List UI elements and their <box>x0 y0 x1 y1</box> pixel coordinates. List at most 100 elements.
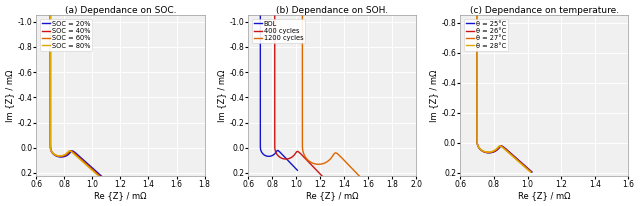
Y-axis label: Im {Z} / mΩ: Im {Z} / mΩ <box>429 69 438 122</box>
1200 cycles <box>329 155 337 157</box>
SOC = 40% <box>66 150 74 153</box>
θ = 27°C <box>527 171 534 173</box>
400 cycles <box>318 175 326 177</box>
1200 cycles <box>299 145 307 148</box>
θ = 25°C <box>496 146 504 148</box>
θ = 27°C <box>495 145 503 148</box>
Line: θ = 25°C: θ = 25°C <box>477 0 532 172</box>
θ = 25°C <box>528 171 536 173</box>
θ = 25°C <box>491 150 499 153</box>
θ = 26°C <box>527 171 535 173</box>
SOC = 20% <box>67 150 75 153</box>
1200 cycles <box>339 158 347 160</box>
BOL <box>257 145 264 148</box>
θ = 25°C <box>474 140 481 143</box>
SOC = 20% <box>97 175 105 177</box>
Line: BOL: BOL <box>260 0 298 170</box>
Line: θ = 28°C: θ = 28°C <box>477 0 531 172</box>
θ = 27°C <box>474 140 481 143</box>
SOC = 20% <box>47 145 54 148</box>
SOC = 60% <box>47 145 54 148</box>
SOC = 80% <box>65 150 72 153</box>
θ = 28°C <box>474 142 481 144</box>
θ = 28°C <box>490 150 497 152</box>
Title: (b) Dependance on SOH.: (b) Dependance on SOH. <box>276 6 388 15</box>
SOC = 60% <box>47 147 54 149</box>
θ = 27°C <box>490 150 498 152</box>
Line: SOC = 40%: SOC = 40% <box>51 0 100 176</box>
BOL <box>294 169 301 172</box>
400 cycles <box>292 151 300 154</box>
Legend: θ = 25°C, θ = 26°C, θ = 27°C, θ = 28°C: θ = 25°C, θ = 26°C, θ = 27°C, θ = 28°C <box>463 19 508 51</box>
SOC = 60% <box>65 150 73 153</box>
SOC = 60% <box>74 156 82 158</box>
Line: SOC = 20%: SOC = 20% <box>51 0 101 176</box>
θ = 27°C <box>505 151 513 153</box>
SOC = 60% <box>61 154 68 157</box>
Y-axis label: Im {Z} / mΩ: Im {Z} / mΩ <box>218 69 227 122</box>
400 cycles <box>286 157 294 159</box>
1200 cycles <box>317 163 325 165</box>
BOL <box>257 147 264 149</box>
400 cycles <box>271 145 278 148</box>
θ = 25°C <box>474 142 481 144</box>
1200 cycles <box>361 180 369 183</box>
Legend: SOC = 20%, SOC = 40%, SOC = 60%, SOC = 80%: SOC = 20%, SOC = 40%, SOC = 60%, SOC = 8… <box>40 19 92 51</box>
SOC = 20% <box>47 145 54 148</box>
SOC = 40% <box>47 147 54 149</box>
SOC = 60% <box>95 175 103 177</box>
X-axis label: Re {Z} / mΩ: Re {Z} / mΩ <box>518 191 571 200</box>
Line: 400 cycles: 400 cycles <box>275 0 322 176</box>
BOL <box>273 150 280 152</box>
θ = 27°C <box>474 140 481 142</box>
θ = 25°C <box>474 140 481 143</box>
SOC = 40% <box>47 145 54 148</box>
400 cycles <box>300 156 308 158</box>
θ = 27°C <box>474 142 481 144</box>
400 cycles <box>271 147 278 149</box>
Legend: BOL, 400 cycles, 1200 cycles: BOL, 400 cycles, 1200 cycles <box>252 19 305 43</box>
Line: 1200 cycles: 1200 cycles <box>302 0 365 181</box>
SOC = 80% <box>74 156 81 158</box>
BOL <box>257 145 264 148</box>
Title: (a) Dependance on SOC.: (a) Dependance on SOC. <box>65 6 176 15</box>
SOC = 20% <box>47 147 54 149</box>
1200 cycles <box>299 147 307 149</box>
Title: (c) Dependance on temperature.: (c) Dependance on temperature. <box>470 6 619 15</box>
θ = 26°C <box>491 150 499 152</box>
θ = 28°C <box>504 151 512 153</box>
θ = 26°C <box>496 146 504 148</box>
θ = 26°C <box>474 140 481 143</box>
SOC = 80% <box>47 147 54 149</box>
X-axis label: Re {Z} / mΩ: Re {Z} / mΩ <box>94 191 147 200</box>
θ = 26°C <box>506 151 513 153</box>
θ = 28°C <box>495 145 502 148</box>
Y-axis label: Im {Z} / mΩ: Im {Z} / mΩ <box>6 69 15 122</box>
SOC = 40% <box>75 156 83 158</box>
Line: θ = 26°C: θ = 26°C <box>477 0 531 172</box>
BOL <box>269 154 277 156</box>
SOC = 20% <box>63 154 71 157</box>
θ = 28°C <box>474 140 481 142</box>
SOC = 80% <box>95 175 102 177</box>
SOC = 40% <box>96 175 104 177</box>
1200 cycles <box>299 145 307 148</box>
θ = 26°C <box>474 142 481 144</box>
Line: θ = 27°C: θ = 27°C <box>477 0 531 172</box>
SOC = 80% <box>47 145 54 148</box>
θ = 25°C <box>506 151 514 153</box>
SOC = 80% <box>47 145 54 148</box>
X-axis label: Re {Z} / mΩ: Re {Z} / mΩ <box>306 191 358 200</box>
SOC = 20% <box>77 156 84 158</box>
SOC = 40% <box>61 154 69 157</box>
SOC = 80% <box>60 154 67 156</box>
θ = 28°C <box>527 171 534 173</box>
θ = 26°C <box>474 140 481 142</box>
BOL <box>279 154 287 157</box>
SOC = 40% <box>47 145 54 148</box>
Line: SOC = 60%: SOC = 60% <box>51 0 99 176</box>
400 cycles <box>271 145 278 148</box>
Line: SOC = 80%: SOC = 80% <box>51 0 99 176</box>
SOC = 60% <box>47 145 54 148</box>
θ = 28°C <box>474 140 481 143</box>
